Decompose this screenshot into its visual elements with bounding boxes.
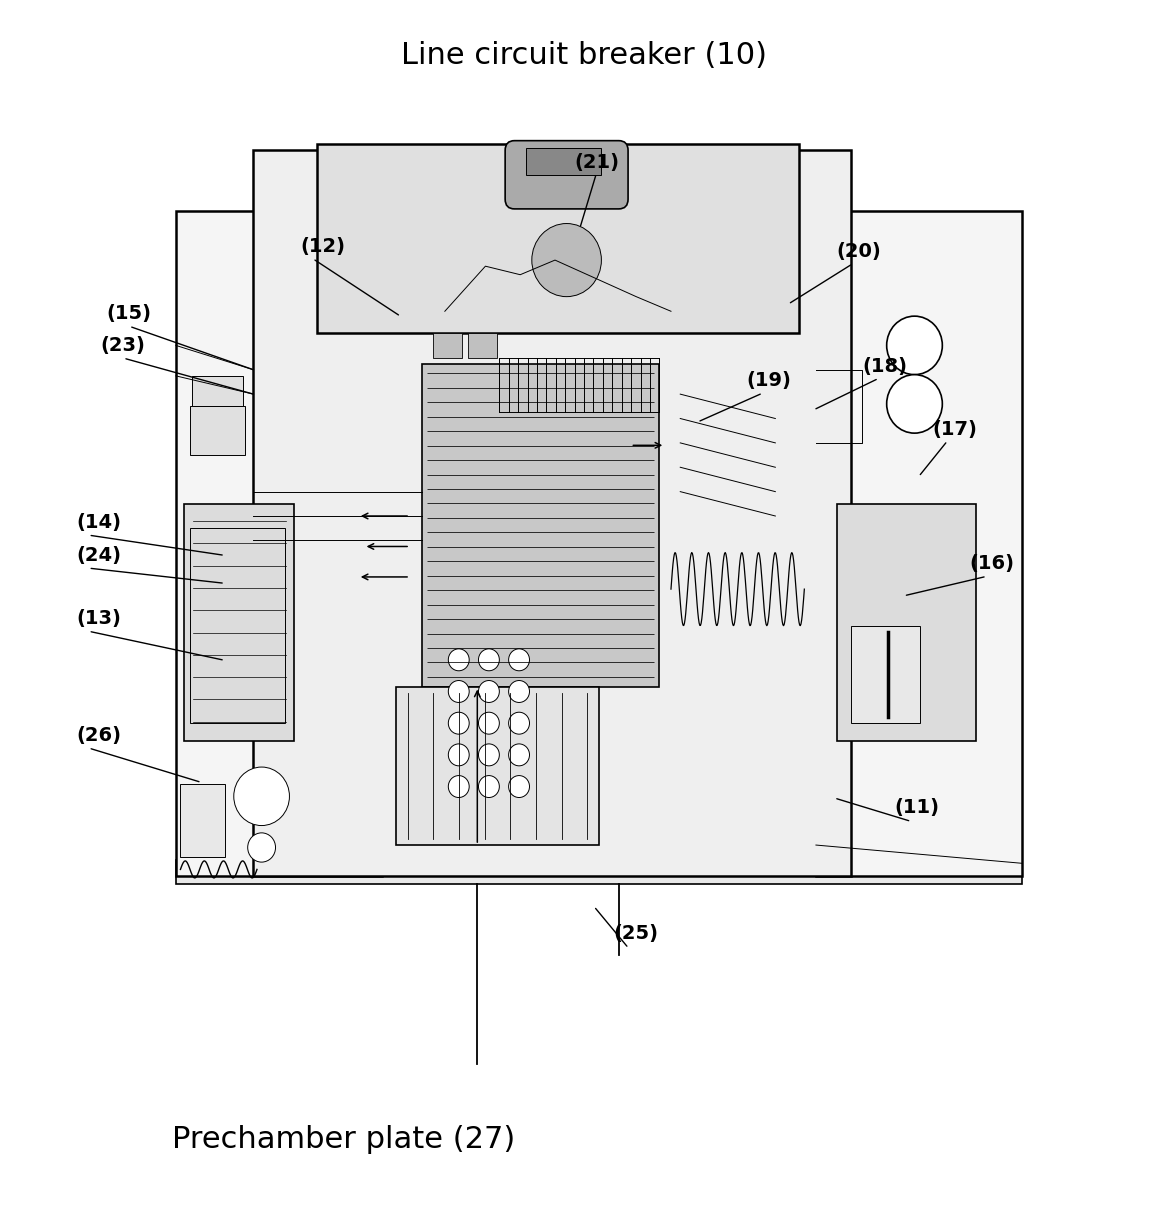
Text: (20): (20)	[836, 242, 882, 261]
Bar	[468, 334, 498, 357]
Circle shape	[508, 712, 529, 734]
Bar	[253, 151, 850, 876]
Text: (19): (19)	[746, 372, 791, 390]
Text: (26): (26)	[76, 726, 121, 745]
Bar	[176, 860, 1022, 883]
Bar	[500, 357, 660, 412]
Text: (17): (17)	[932, 420, 976, 439]
Circle shape	[508, 681, 529, 703]
Circle shape	[479, 775, 500, 798]
Bar	[422, 363, 660, 687]
Circle shape	[508, 744, 529, 766]
Text: Prechamber plate (27): Prechamber plate (27)	[173, 1125, 515, 1155]
Bar	[433, 334, 463, 357]
Bar	[192, 375, 243, 406]
Text: (21): (21)	[575, 153, 620, 172]
Circle shape	[479, 712, 500, 734]
Text: (16): (16)	[969, 555, 1014, 573]
Text: (11): (11)	[895, 798, 940, 817]
Bar	[318, 145, 799, 334]
Text: Line circuit breaker (10): Line circuit breaker (10)	[401, 40, 767, 70]
Text: (13): (13)	[76, 609, 121, 628]
Circle shape	[531, 223, 602, 297]
Circle shape	[479, 681, 500, 703]
Text: (25): (25)	[613, 924, 658, 942]
Text: (14): (14)	[76, 513, 121, 531]
Circle shape	[508, 775, 529, 798]
Bar	[183, 504, 294, 741]
FancyBboxPatch shape	[505, 141, 628, 209]
Circle shape	[449, 775, 470, 798]
Bar	[189, 406, 245, 455]
Circle shape	[508, 649, 529, 671]
Bar	[180, 784, 224, 858]
Text: (12): (12)	[300, 238, 345, 256]
Circle shape	[479, 649, 500, 671]
Bar	[836, 504, 976, 741]
Circle shape	[449, 712, 470, 734]
Bar	[526, 148, 602, 174]
Circle shape	[449, 649, 470, 671]
Circle shape	[479, 744, 500, 766]
Circle shape	[887, 374, 943, 433]
Bar	[396, 687, 599, 845]
Text: (18): (18)	[862, 357, 908, 375]
Bar	[816, 211, 1022, 876]
Bar	[176, 211, 382, 876]
Text: (24): (24)	[76, 546, 121, 564]
Circle shape	[248, 833, 276, 863]
Bar	[189, 528, 285, 723]
Bar	[850, 626, 920, 723]
Circle shape	[449, 681, 470, 703]
Circle shape	[449, 744, 470, 766]
Circle shape	[234, 767, 290, 826]
Circle shape	[887, 317, 943, 374]
Text: (15): (15)	[106, 304, 151, 324]
Text: (23): (23)	[100, 336, 145, 355]
